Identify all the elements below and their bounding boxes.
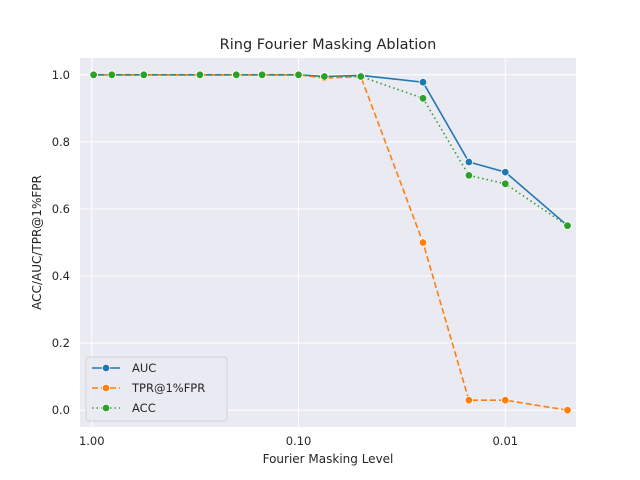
- y-tick-label: 0.0: [52, 403, 70, 417]
- legend: AUC TPR@1%FPR ACC: [85, 356, 228, 422]
- legend-label: ACC: [132, 401, 156, 415]
- legend-marker: [101, 403, 111, 413]
- data-point: [418, 77, 428, 87]
- y-axis-label: ACC/AUC/TPR@1%FPR: [30, 175, 44, 310]
- legend-marker: [101, 383, 111, 393]
- y-tick-label: 0.8: [52, 135, 70, 149]
- y-axis-ticks: 0.0 0.2 0.4 0.6 0.8 1.0: [52, 68, 70, 417]
- data-point: [139, 70, 148, 79]
- series-layer: [89, 70, 572, 415]
- data-point: [464, 157, 474, 167]
- data-point: [418, 238, 428, 247]
- x-tick-label: 1.00: [79, 434, 105, 448]
- data-point: [563, 221, 572, 230]
- data-point: [89, 70, 98, 79]
- data-point: [195, 70, 205, 79]
- y-tick-label: 0.2: [52, 336, 70, 350]
- legend-label: TPR@1%FPR: [131, 381, 205, 395]
- data-point: [356, 72, 365, 81]
- data-point: [464, 171, 474, 180]
- x-axis-label: Fourier Masking Level: [263, 452, 394, 466]
- x-axis-ticks: 1.00 0.10 0.01: [79, 434, 518, 448]
- data-point: [320, 72, 329, 81]
- chart-title: Ring Fourier Masking Ablation: [220, 37, 437, 53]
- data-point: [501, 167, 510, 177]
- y-tick-label: 1.0: [52, 68, 70, 82]
- data-point: [294, 70, 303, 79]
- x-tick-label: 0.10: [286, 434, 312, 448]
- legend-label: AUC: [132, 361, 156, 375]
- x-tick-label: 0.01: [492, 434, 518, 448]
- data-point: [257, 70, 267, 79]
- data-point: [464, 396, 474, 405]
- y-tick-label: 0.4: [52, 269, 70, 283]
- data-point: [107, 70, 116, 79]
- data-point: [501, 396, 510, 405]
- y-tick-label: 0.6: [52, 202, 70, 216]
- legend-box: [85, 356, 228, 422]
- data-point: [563, 406, 572, 415]
- data-point: [418, 94, 428, 103]
- data-point: [232, 70, 241, 79]
- legend-marker: [101, 363, 111, 373]
- data-point: [501, 179, 510, 188]
